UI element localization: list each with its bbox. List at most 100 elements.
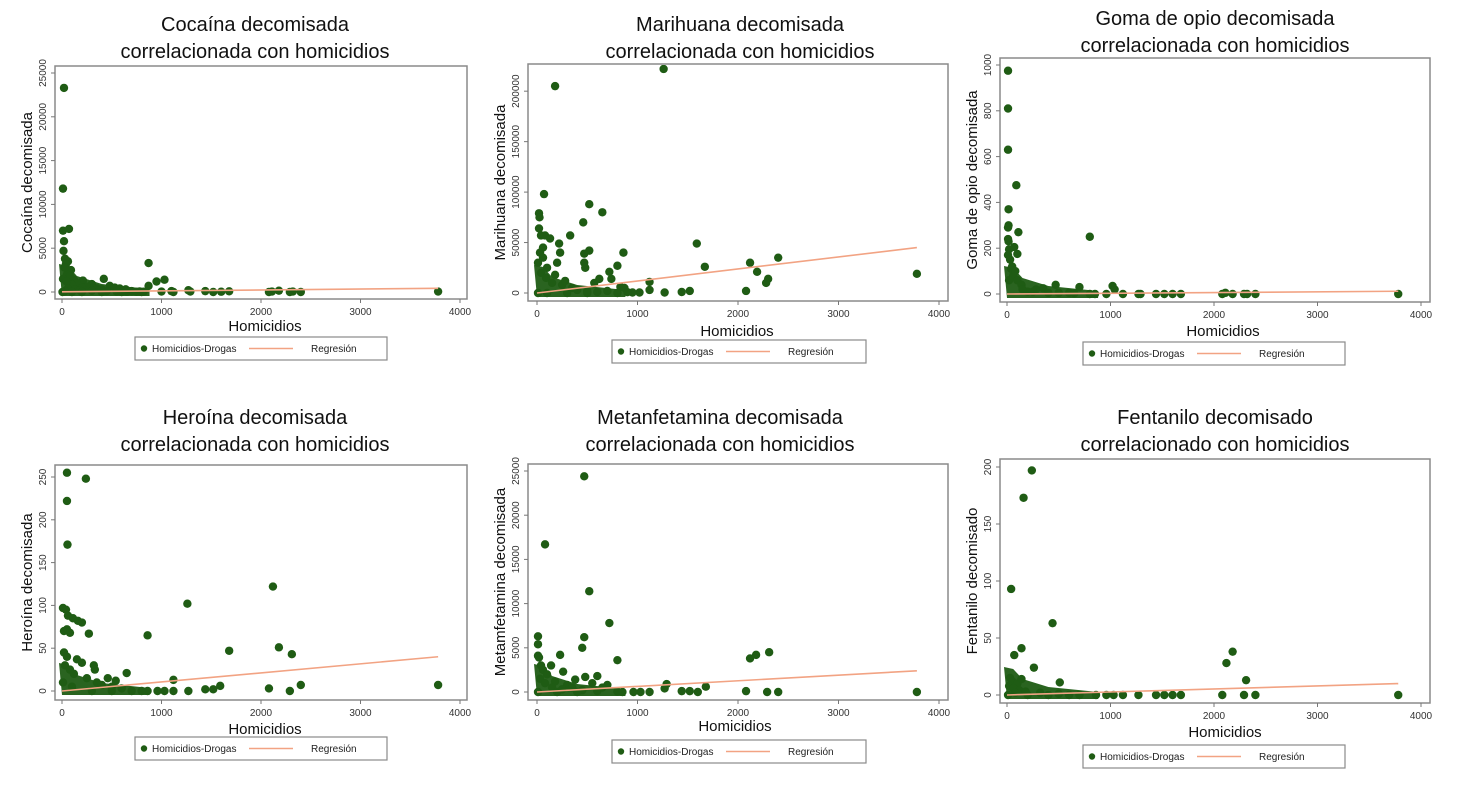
y-tick-label: 5000 (38, 237, 49, 260)
x-tick-label: 3000 (349, 708, 372, 719)
y-tick-label: 400 (983, 194, 994, 211)
y-axis-label: Fentanilo decomisado (964, 508, 981, 655)
data-point (62, 277, 71, 286)
legend-label-regression: Regresión (311, 744, 357, 755)
data-point (555, 248, 565, 257)
data-point (1160, 289, 1169, 299)
y-tick-label: 800 (983, 102, 994, 119)
data-point (1151, 690, 1161, 700)
legend-label-points: Homicidios-Drogas (152, 344, 236, 355)
data-point (1019, 493, 1028, 502)
data-point (152, 277, 161, 286)
chart-title-line: correlacionada con homicidios (585, 434, 854, 456)
data-point (752, 267, 762, 277)
plot-marks (58, 468, 443, 696)
chart-title-line: correlacionada con homicidios (1080, 35, 1349, 57)
data-point (143, 686, 152, 696)
data-point (660, 684, 669, 693)
data-point (1228, 289, 1237, 299)
data-point (558, 667, 568, 676)
regression-line (536, 246, 917, 294)
data-point (1003, 145, 1013, 154)
data-point (1029, 663, 1039, 672)
legend-label-regression: Regresión (1259, 752, 1305, 763)
data-point (433, 287, 443, 296)
data-point (540, 678, 550, 688)
x-tick-label: 0 (1004, 310, 1010, 321)
data-point (573, 285, 582, 295)
data-point (774, 253, 783, 262)
data-point (59, 236, 69, 246)
data-point (183, 599, 192, 608)
x-tick-label: 4000 (928, 309, 951, 320)
data-point (433, 680, 443, 690)
data-point (636, 687, 645, 697)
x-tick-label: 2000 (1203, 711, 1226, 722)
data-point (58, 184, 68, 193)
data-point (1027, 466, 1037, 475)
data-point (287, 649, 297, 659)
plot-marks (533, 472, 922, 697)
regression-line (61, 655, 439, 692)
data-point (1251, 289, 1260, 299)
y-tick-label: 20000 (511, 501, 522, 529)
y-tick-label: 600 (983, 148, 994, 165)
x-axis-label: Homicidios (700, 323, 773, 340)
y-axis-label: Goma de opio decomisada (964, 90, 981, 270)
data-point (62, 468, 72, 477)
data-point (1051, 280, 1060, 290)
data-point (741, 286, 751, 296)
x-tick-label: 1000 (626, 708, 649, 719)
chart-title-line: Marihuana decomisada (636, 14, 845, 36)
data-point (160, 686, 169, 696)
data-point (103, 673, 112, 683)
scatter-chart: Fentanilo decomisado correlacionado con h… (964, 407, 1433, 769)
x-tick-label: 3000 (827, 708, 850, 719)
data-point (560, 276, 570, 286)
legend-marker-points (140, 345, 148, 352)
legend-marker-points (617, 348, 625, 355)
data-point (296, 680, 305, 690)
y-tick-label: 0 (983, 291, 994, 297)
data-point (144, 258, 153, 268)
point-cluster (59, 663, 150, 695)
data-point (1222, 658, 1231, 668)
x-tick-label: 1000 (1099, 711, 1122, 722)
y-tick-label: 50 (983, 632, 994, 644)
legend-marker-points (1088, 350, 1096, 357)
data-point (1014, 227, 1023, 237)
data-point (58, 678, 68, 687)
data-point (122, 668, 131, 678)
data-point (1176, 690, 1186, 700)
x-tick-label: 3000 (1306, 310, 1329, 321)
data-point (685, 286, 694, 296)
data-point (1012, 181, 1021, 190)
data-point (741, 686, 751, 696)
y-tick-label: 150 (38, 554, 49, 571)
data-point (545, 234, 555, 243)
data-point (542, 288, 552, 298)
x-tick-label: 2000 (727, 708, 750, 719)
plot-frame (54, 65, 468, 300)
scatter-chart: Cocaína decomisada correlacionada con hom… (19, 14, 472, 361)
scatter-chart: Heroína decomisada correlacionada con hom… (19, 407, 472, 761)
data-point (761, 278, 771, 288)
data-point (1118, 289, 1128, 299)
data-point (593, 287, 602, 297)
data-point (1048, 618, 1057, 628)
data-point (701, 682, 711, 691)
data-point (542, 670, 552, 679)
data-point (82, 673, 92, 683)
data-point (224, 287, 234, 296)
y-tick-label: 0 (511, 689, 522, 695)
data-point (1017, 674, 1026, 684)
plot-frame (527, 463, 949, 701)
data-point (912, 269, 922, 279)
data-point (1109, 690, 1118, 700)
data-point (1064, 690, 1074, 700)
data-point (1394, 690, 1403, 700)
x-tick-label: 3000 (349, 307, 372, 318)
x-tick-label: 1000 (626, 309, 649, 320)
data-point (555, 650, 565, 660)
data-point (153, 686, 162, 696)
